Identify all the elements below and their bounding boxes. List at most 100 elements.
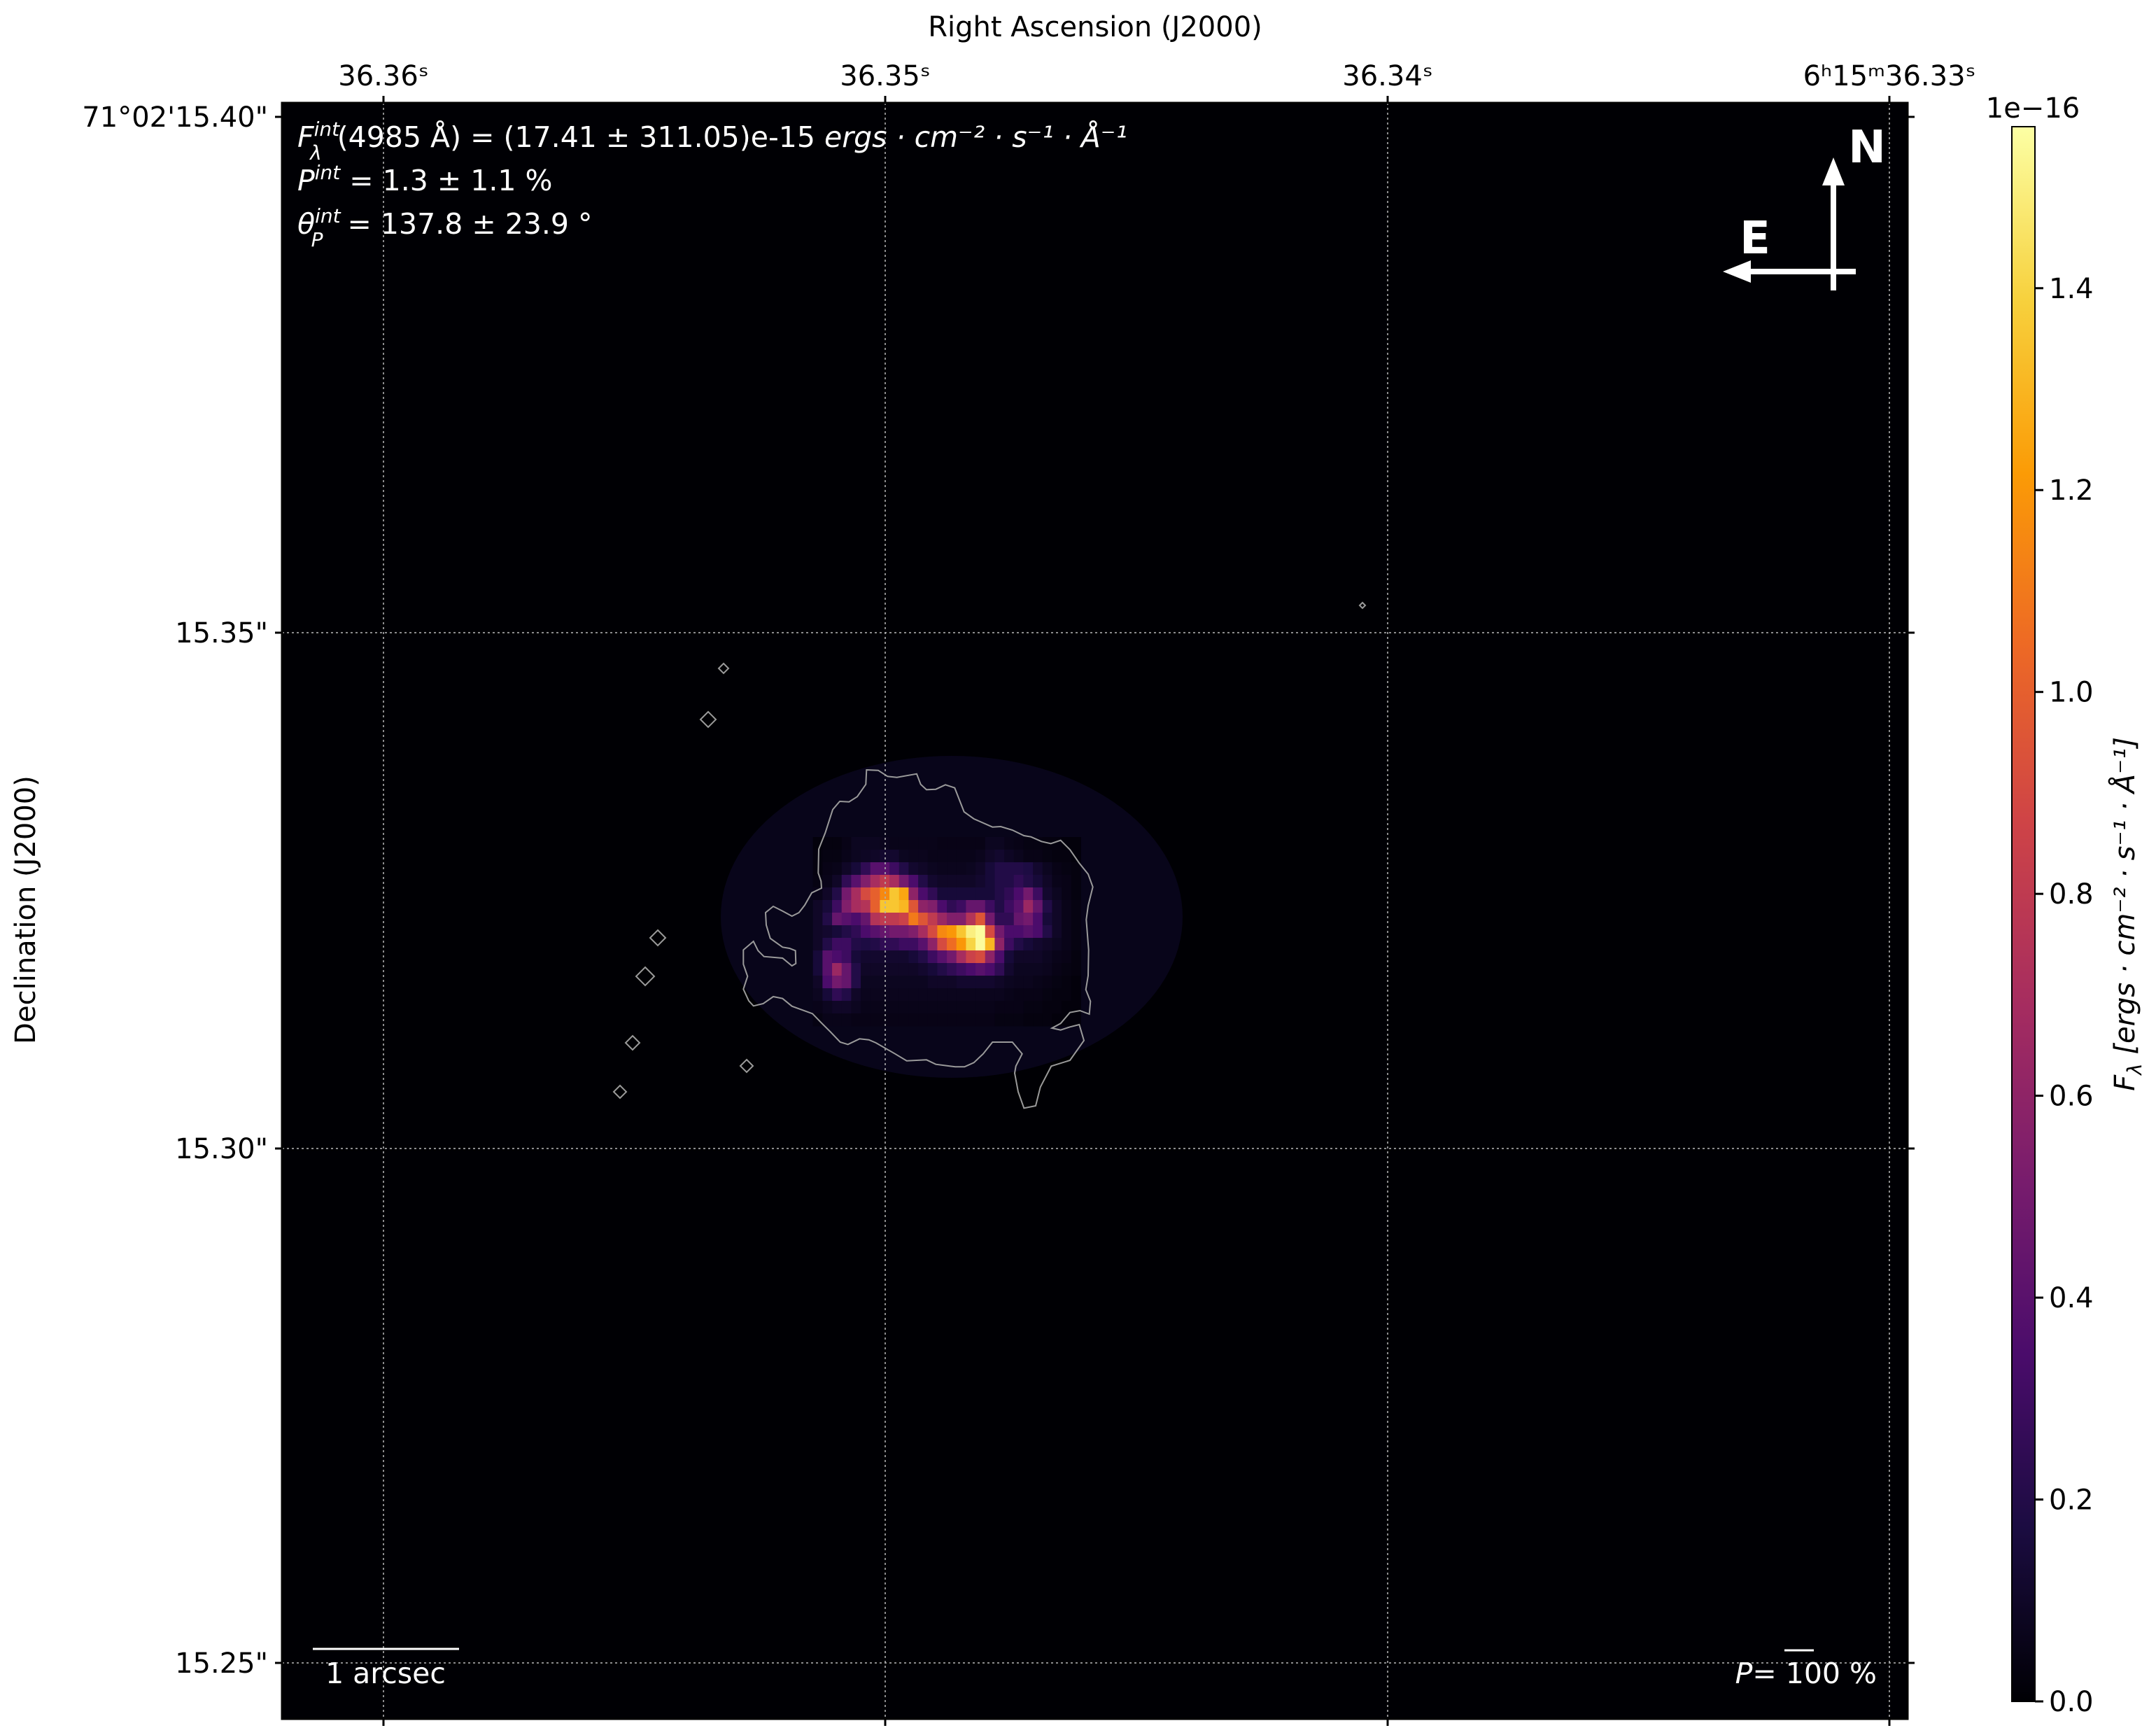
heatmap-cell	[966, 875, 976, 888]
heatmap-cell	[994, 1001, 1005, 1014]
heatmap-cell	[1004, 900, 1015, 913]
x-tick-label: 36.35ˢ	[840, 60, 930, 92]
heatmap-cell	[956, 963, 966, 976]
polarization-annotation: Pint = 1.3 ± 1.1 %	[297, 161, 553, 197]
heatmap-cell	[889, 1013, 900, 1027]
contour-knot	[717, 662, 730, 675]
heatmap-cell	[1052, 976, 1062, 989]
heatmap-cell	[832, 1001, 843, 1014]
heatmap-cell	[880, 938, 890, 951]
heatmap-cell	[927, 887, 938, 901]
heatmap-cell	[918, 976, 929, 989]
heatmap-cell	[947, 1001, 957, 1014]
heatmap-cell	[975, 1001, 986, 1014]
heatmap-cell	[1062, 887, 1072, 901]
heatmap-cell	[1033, 950, 1043, 964]
heatmap-cell	[1004, 938, 1015, 951]
heatmap-cell	[1004, 850, 1015, 863]
angle-annotation: θint P = 137.8 ± 23.9 °	[297, 204, 593, 251]
heatmap-cell	[956, 875, 966, 888]
heatmap-cell	[1004, 976, 1015, 989]
heatmap-cell	[870, 976, 880, 989]
heatmap-cell	[947, 837, 957, 850]
heatmap-cell	[1042, 875, 1052, 888]
heatmap-cell	[956, 850, 966, 863]
heatmap-cell	[1062, 1001, 1072, 1014]
heatmap-cell	[975, 988, 986, 1002]
heatmap-cell	[947, 862, 957, 876]
heatmap-cell	[841, 938, 852, 951]
x-tick-label: 6ʰ15ᵐ36.33ˢ	[1803, 60, 1976, 92]
heatmap-cell	[937, 963, 947, 976]
heatmap-cell	[861, 1001, 871, 1014]
vector-scale-label: P= 100 %	[1735, 1657, 1877, 1690]
heatmap-cell	[1052, 1013, 1062, 1027]
heatmap-cell	[870, 850, 880, 863]
heatmap-cell	[861, 837, 871, 850]
heatmap-cell	[880, 913, 890, 926]
heatmap-cell	[947, 913, 957, 926]
heatmap-cell	[966, 1001, 976, 1014]
east-label: E	[1740, 213, 1770, 265]
heatmap-cell	[822, 1001, 833, 1014]
heatmap-cell	[908, 1013, 919, 1027]
heatmap-cell	[822, 900, 833, 913]
heatmap-cell	[985, 976, 995, 989]
heatmap-cell	[1013, 963, 1024, 976]
heatmap-cell	[975, 925, 986, 939]
contour-knot	[649, 929, 667, 947]
heatmap-cell	[1013, 1001, 1024, 1014]
heatmap-cell	[994, 988, 1005, 1002]
scale-bar-label: 1 arcsec	[325, 1657, 446, 1690]
heatmap-cell	[1023, 988, 1034, 1002]
heatmap-cell	[937, 837, 947, 850]
contour-knots	[612, 601, 1367, 1100]
heatmap-cell	[832, 1013, 843, 1027]
heatmap-cell	[1013, 862, 1024, 876]
heatmap-cell	[1033, 988, 1043, 1002]
contour-knot	[635, 966, 656, 987]
heatmap-cell	[861, 963, 871, 976]
heatmap-cell	[947, 988, 957, 1002]
colorbar-ticks: 0.0 0.2 0.4 0.6 0.8 1.0 1.2 1.4	[2035, 273, 2094, 1718]
heatmap-cell	[985, 913, 995, 926]
heatmap-cell	[1033, 862, 1043, 876]
heatmap-cell	[1052, 1001, 1062, 1014]
heatmap-cell	[841, 862, 852, 876]
heatmap-cell	[985, 862, 995, 876]
heatmap-cell	[1062, 938, 1072, 951]
heatmap-cell	[1023, 950, 1034, 964]
heatmap-cell	[841, 900, 852, 913]
heatmap-cell	[1004, 887, 1015, 901]
north-label: N	[1848, 122, 1886, 174]
heatmap-cell	[927, 950, 938, 964]
heatmap-cell	[956, 1013, 966, 1027]
heatmap-cell	[899, 988, 909, 1002]
heatmap-cell	[880, 875, 890, 888]
heatmap-cell	[1023, 1013, 1034, 1027]
heatmap-cell	[927, 1001, 938, 1014]
heatmap-cell	[822, 950, 833, 964]
heatmap-cell	[994, 900, 1005, 913]
heatmap-cell	[1062, 950, 1072, 964]
y-tick-label: 15.35"	[175, 617, 268, 649]
heatmap-cell	[1013, 900, 1024, 913]
heatmap-cell	[975, 963, 986, 976]
colorbar-tick-label: 1.4	[2049, 273, 2094, 305]
heatmap-cell	[822, 988, 833, 1002]
heatmap-cell	[861, 950, 871, 964]
heatmap-cell	[1071, 1013, 1081, 1027]
heatmap-cell	[937, 1013, 947, 1027]
heatmap-cell	[870, 938, 880, 951]
heatmap-cell	[966, 1013, 976, 1027]
heatmap-cell	[841, 988, 852, 1002]
heatmap-cell	[927, 875, 938, 888]
heatmap-cell	[812, 963, 823, 976]
heatmap-cell	[880, 1001, 890, 1014]
heatmap-cell	[985, 988, 995, 1002]
heatmap-cell	[966, 988, 976, 1002]
heatmap-cell	[927, 988, 938, 1002]
heatmap-cell	[975, 938, 986, 951]
x-ticks: 36.36ˢ 36.35ˢ 36.34ˢ 6ʰ15ᵐ36.33ˢ	[338, 60, 1975, 1726]
heatmap-cell	[975, 887, 986, 901]
